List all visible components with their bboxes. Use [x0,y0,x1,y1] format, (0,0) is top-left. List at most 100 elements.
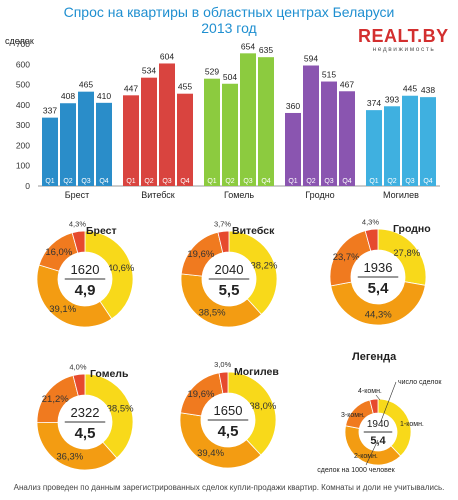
quarter-label: Q2 [63,178,72,185]
bar [321,81,337,186]
bar-value-label: 654 [241,41,255,51]
bar [222,83,238,186]
footnote: Анализ проведен по данным зарегистрирова… [13,483,445,492]
quarter-label: Q4 [180,178,189,185]
donut-slice-label: 3,7% [214,219,231,228]
donut-city-title: Гродно [393,223,431,235]
donut-slice-label: 38,5% [107,404,134,415]
donut-per-1000: 4,5 [75,425,96,442]
donut-deal-count: 1620 [71,262,100,277]
bar [240,53,256,187]
bar-value-label: 604 [160,51,174,61]
donut-city-title: Брест [86,225,117,237]
donut-slice-label: 4,0% [69,362,86,371]
donut-deal-count: 2040 [215,262,244,277]
legend-note-room4: 4-комн. [358,388,382,395]
bar-value-label: 504 [223,72,237,82]
quarter-label: Q4 [99,178,108,185]
donut-slice-label: 40,6% [107,263,134,274]
donut-slice-label: 44,3% [365,309,392,320]
legend-note-room3: 3-комн. [341,412,365,419]
legend-note-room1: 1-комн. [400,421,424,428]
bar [339,91,355,186]
y-tick-label: 300 [16,120,30,130]
bar [204,78,220,186]
quarter-label: Q1 [45,178,54,185]
donut-slice-label: 38,0% [249,401,276,412]
city-category-label: Гродно [305,190,334,200]
quarter-label: Q1 [126,178,135,185]
legend-leader-line [375,394,381,401]
bar-value-label: 410 [97,91,111,101]
quarter-label: Q3 [405,178,414,185]
quarter-label: Q4 [261,178,270,185]
bar [60,103,76,186]
bar-value-label: 534 [142,66,156,76]
city-category-label: Могилев [383,190,419,200]
bar [141,77,157,186]
y-tick-label: 200 [16,140,30,150]
bar [96,102,112,186]
city-category-label: Витебск [141,190,175,200]
bar [285,112,301,186]
bar [303,65,319,186]
donut-per-1000: 5,4 [370,435,386,447]
donut-slice-label: 16,0% [45,247,72,258]
quarter-label: Q3 [162,178,171,185]
donut-slice-label: 39,4% [197,448,224,459]
donut-per-1000: 5,4 [368,280,390,297]
bar [159,63,175,186]
y-axis-label: сделок [5,36,34,46]
quarter-label: Q3 [81,178,90,185]
bar-value-label: 447 [124,83,138,93]
donut-slice-label: 23,7% [333,252,360,263]
bar-value-label: 455 [178,82,192,92]
legend-note-room2: 2-комн. [354,453,378,460]
quarter-label: Q2 [387,178,396,185]
donut-city-title: Витебск [232,225,275,237]
logo-tagline: недвижимость [372,46,436,53]
donut-slice-label: 27,8% [393,248,420,259]
quarter-label: Q2 [144,178,153,185]
quarter-label: Q2 [225,178,234,185]
bar [78,91,94,186]
donut-slice-label: 39,1% [49,304,76,315]
bar-value-label: 635 [259,45,273,55]
y-tick-label: 500 [16,80,30,90]
legend-title: Легенда [352,351,397,363]
bar-value-label: 594 [304,54,318,64]
legend-leader-line [365,439,379,466]
bar-value-label: 515 [322,70,336,80]
quarter-label: Q1 [369,178,378,185]
logo-brand: REALT.BY [358,26,449,46]
y-tick-label: 400 [16,100,30,110]
chart-title: Спрос на квартиры в областных центрах Бе… [63,4,395,20]
donut-per-1000: 4,9 [75,282,96,299]
quarter-label: Q2 [306,178,315,185]
bar [420,97,436,186]
y-tick-label: 600 [16,59,30,69]
legend-leader-line [380,381,397,422]
bar-value-label: 374 [367,98,381,108]
donut-slice-label: 38,5% [199,307,226,318]
donut-slice-label: 19,6% [187,249,214,260]
bar-value-label: 360 [286,101,300,111]
donut-slice-label: 4,3% [69,220,86,229]
y-tick-label: 700 [16,39,30,49]
chart-subtitle: 2013 год [201,20,257,36]
bar [123,95,139,186]
bar-value-label: 529 [205,67,219,77]
bar-chart: 0 100 200 300 400 500 600 700 337 Q1 408 Q2 465 Q3 410… [16,39,440,200]
legend-note-deals: число сделок [398,379,442,386]
quarter-label: Q4 [342,178,351,185]
bar-value-label: 445 [403,84,417,94]
donut-slice-label: 4,3% [362,218,379,227]
quarter-label: Q1 [207,178,216,185]
bar [384,106,400,186]
quarter-label: Q3 [243,178,252,185]
donut-per-1000: 4,5 [218,423,239,440]
bar-value-label: 438 [421,85,435,95]
bar-value-label: 337 [43,106,57,116]
bar-value-label: 408 [61,91,75,101]
